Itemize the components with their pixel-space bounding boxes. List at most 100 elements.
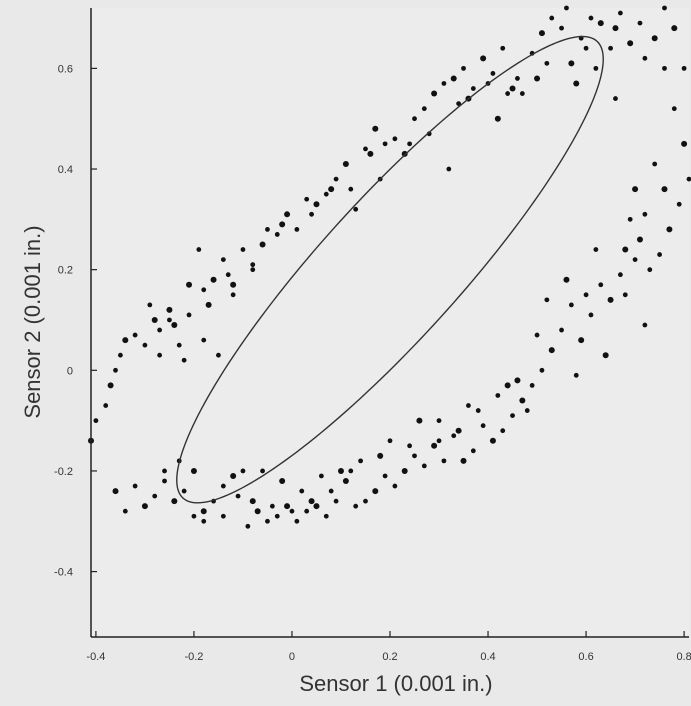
data-point [509,85,516,92]
data-point [220,513,226,519]
data-point [328,186,335,193]
data-point [313,201,320,208]
data-point [392,483,398,489]
data-point [151,316,158,323]
data-point [573,372,579,378]
data-point [269,503,275,509]
data-point [304,196,310,202]
data-point [602,352,609,359]
data-point [647,267,653,273]
data-point [166,306,173,313]
data-point [524,408,530,413]
data-point [284,503,291,510]
data-point [274,513,280,519]
data-point [632,186,639,193]
data-point [240,247,246,252]
data-point [353,503,359,509]
data-point [568,302,574,308]
data-point [642,55,648,61]
data-point [235,493,241,499]
data-point [412,116,417,122]
data-point [504,382,511,389]
data-point [431,442,438,449]
data-point [162,468,167,474]
data-point [515,76,520,81]
data-point [358,458,363,464]
x-tick-label: -0.4 [86,651,105,663]
y-tick-label: -0.2 [54,466,73,478]
data-point [260,468,265,474]
data-point [372,125,379,132]
data-point [230,472,237,479]
data-point [466,403,471,408]
data-point [441,81,447,86]
data-point [348,186,354,192]
x-tick-label: 0.6 [578,651,593,663]
data-point [461,65,466,71]
data-point [309,211,314,217]
y-tick-label: 0 [67,365,73,377]
data-point [480,55,487,62]
data-point [122,337,129,344]
data-point [407,141,413,147]
data-point [681,140,688,147]
data-point [431,90,438,97]
x-tick-label: 0.8 [676,651,691,663]
data-point [450,75,457,82]
x-tick-label: 0 [289,651,295,663]
y-tick-label: -0.4 [54,567,73,579]
data-point [294,227,300,232]
data-point [451,433,457,439]
data-point [662,65,667,71]
data-point [387,438,393,444]
data-point [627,216,633,222]
data-point [401,467,408,474]
data-point [588,312,594,318]
data-point [342,160,349,167]
data-point [642,322,648,328]
data-point [510,413,515,418]
data-point [333,498,339,504]
data-point [651,35,658,42]
data-point [299,488,305,494]
data-point [622,246,629,253]
data-point [657,252,662,257]
data-point [613,96,618,101]
data-point [171,498,178,505]
data-point [676,201,682,207]
data-point [382,141,388,147]
data-point [421,463,427,469]
data-point [186,281,193,288]
data-point [377,452,384,459]
data-point [142,342,148,348]
data-point [167,317,172,323]
x-tick-label: 0.2 [382,651,397,663]
data-point [279,478,286,485]
data-point [455,427,462,434]
data-point [171,322,178,329]
data-point [662,5,667,11]
data-point [230,281,237,288]
data-point [190,467,197,474]
data-point [407,443,413,449]
data-point [495,393,501,398]
data-point [363,146,368,152]
data-point [441,458,447,464]
data-point [259,241,266,248]
data-point [250,267,256,273]
data-point [254,508,261,515]
data-point [598,282,604,288]
data-point [118,352,123,358]
data-point [416,417,423,424]
data-point [181,357,187,363]
data-point [363,498,368,504]
data-point [538,30,545,37]
data-point [181,488,187,494]
data-point [304,508,310,514]
data-point [588,15,594,21]
data-point [573,80,580,87]
data-point [113,367,118,373]
data-point [196,247,202,252]
data-point [607,296,614,303]
